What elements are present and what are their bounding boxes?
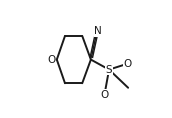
Text: O: O	[123, 59, 132, 69]
Text: N: N	[94, 26, 102, 36]
Text: O: O	[47, 55, 55, 65]
Text: O: O	[100, 90, 109, 100]
Text: S: S	[106, 65, 112, 75]
